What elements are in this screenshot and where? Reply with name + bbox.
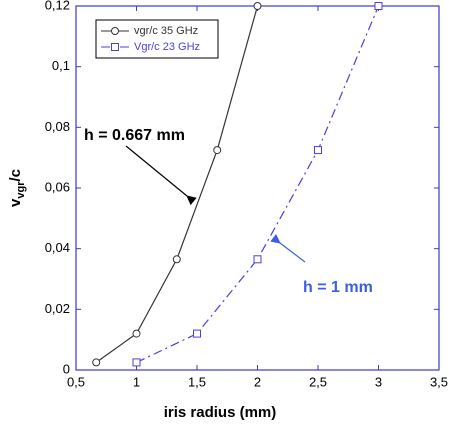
point [193,329,201,338]
y-label-sub: vgr [15,181,27,199]
legend-label: vgr/c 35 GHz [134,25,198,37]
point [132,358,141,367]
annotation-arrow [270,233,306,263]
y-label-suffix: /c [7,169,24,182]
x-tick-label: 1 [133,374,140,389]
point [132,329,141,338]
annotation: h = 0.667 mm [84,127,185,144]
series-line [136,5,380,363]
y-tick-label: 0,12 [45,0,70,12]
legend-marker [111,27,119,35]
y-label-main: v [7,198,24,207]
x-tick-label: 3 [375,374,382,389]
point [253,2,262,10]
plot-frame [75,5,440,371]
point [172,255,181,264]
x-tick-label: 3,5 [430,374,448,389]
y-axis-label: vvgr/c [7,169,27,207]
y-tick-label: 0 [63,361,70,376]
annotation: h = 1 mm [303,279,373,296]
legend-box [95,19,219,59]
point [253,255,262,264]
y-tick-label: 0,06 [45,179,70,194]
y-tick-label: 0,02 [45,301,70,316]
y-tick-label: 0,04 [45,240,70,255]
series-line [95,5,259,363]
x-axis-label: iris radius (mm) [164,404,277,421]
x-tick-label: 0,5 [67,374,85,389]
x-tick-label: 2 [254,374,261,389]
legend-label: Vgr/c 23 GHz [134,41,200,53]
y-tick-label: 0,08 [45,119,70,134]
point [374,2,383,10]
legend-marker [111,43,119,51]
x-tick-label: 1,5 [188,374,206,389]
point [314,146,322,155]
point [92,358,101,367]
y-tick-label: 0,1 [52,58,70,73]
x-tick-label: 2,5 [309,374,327,389]
annotation-arrow [125,145,197,206]
point [213,146,222,155]
